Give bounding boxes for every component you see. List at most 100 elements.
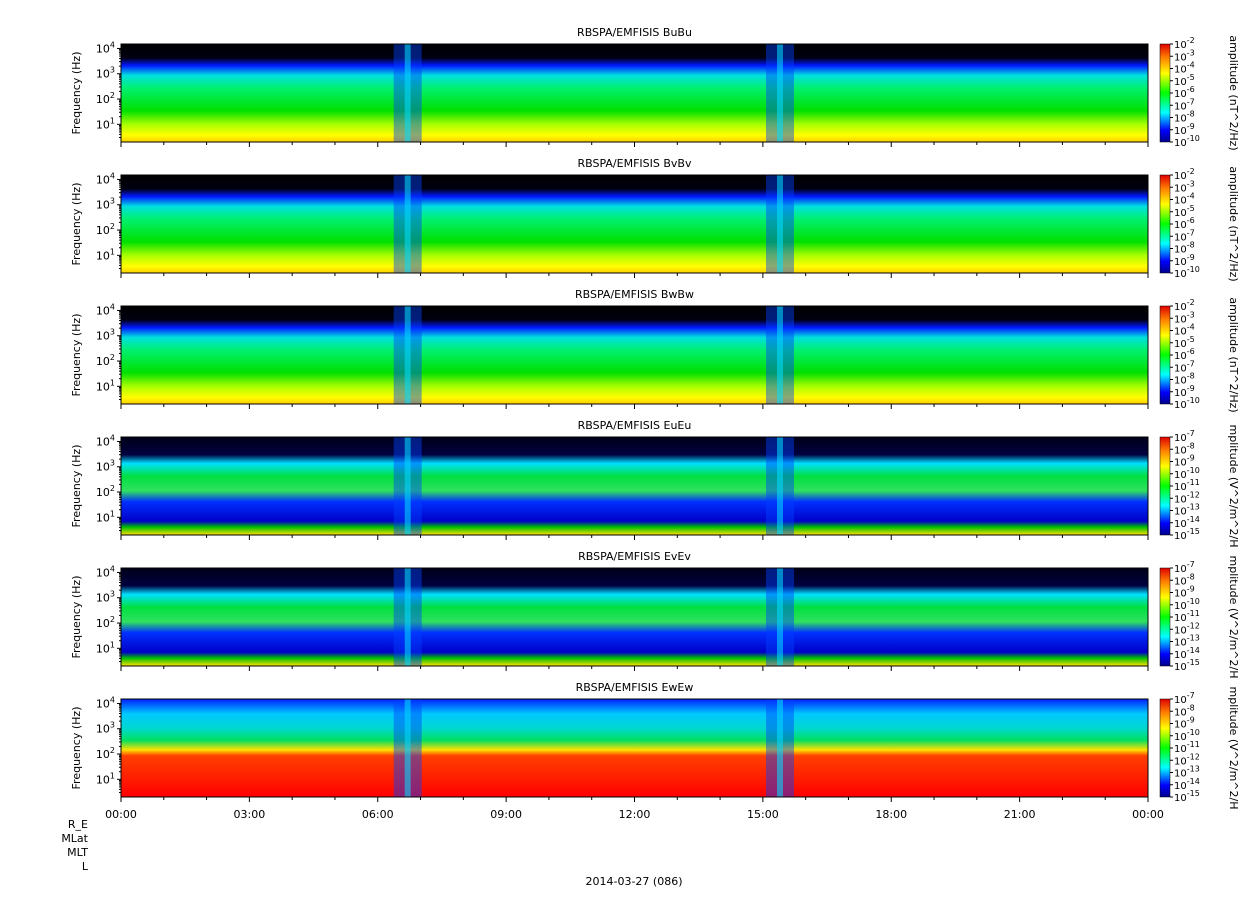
y-axis-label: Frequency (Hz) [70,707,83,790]
colorbar-tick-label: 10-11 [1174,609,1200,624]
colorbar-tick-label: 10-2 [1174,298,1195,313]
colorbar-tick-label: 10-5 [1174,73,1195,88]
colorbar-tick-label: 10-9 [1174,716,1195,731]
colorbar-tick-label: 10-9 [1174,384,1195,399]
x-tick-label: 18:00 [875,808,907,821]
colorbar-tick-label: 10-6 [1174,216,1195,231]
colorbar-tick-label: 10-15 [1174,658,1200,673]
colorbar-tick-label: 10-12 [1174,752,1200,767]
y-tick-label: 104 [96,40,115,55]
colorbar-tick-label: 10-10 [1174,466,1200,481]
x-tick-label: 06:00 [362,808,394,821]
colorbar-tick-label: 10-15 [1174,789,1200,804]
spectrogram-image [121,437,1148,535]
y-axis-label: Frequency (Hz) [70,576,83,659]
colorbar-label: mplitude (V^2/m^2/H [1227,556,1240,679]
colorbar-tick-label: 10-11 [1174,478,1200,493]
y-tick-label: 103 [96,590,115,605]
colorbar [1159,436,1171,536]
colorbar-tick-label: 10-8 [1174,572,1195,587]
colorbar-tick-label: 10-4 [1174,323,1195,338]
y-tick-label: 101 [96,116,115,131]
spectrogram-image [121,175,1148,273]
ephem-label-l: L [82,860,89,873]
y-tick-label: 101 [96,509,115,524]
x-tick-label: 12:00 [619,808,651,821]
colorbar-tick-label: 10-13 [1174,634,1200,649]
y-tick-label: 103 [96,66,115,81]
colorbar-tick-label: 10-13 [1174,765,1200,780]
y-axis-label: Frequency (Hz) [70,52,83,135]
burst-core [404,44,411,142]
y-tick-label: 102 [96,222,115,237]
panel-4: RBSPA/EMFISIS EuEu 101 102 103 104 Frequency … [70,419,1240,548]
x-tick-label: 21:00 [1004,808,1036,821]
burst-core [776,175,783,273]
y-axis-label: Frequency (Hz) [70,445,83,528]
burst-core [404,699,411,797]
x-tick-label: 15:00 [747,808,779,821]
y-tick-label: 102 [96,615,115,630]
x-tick-label: 09:00 [490,808,522,821]
colorbar-tick-label: 10-3 [1174,310,1195,325]
colorbar-tick-label: 10-4 [1174,61,1195,76]
colorbar-tick-label: 10-8 [1174,703,1195,718]
colorbar-tick-label: 10-7 [1174,228,1195,243]
y-axis-label: Frequency (Hz) [70,183,83,266]
panel-1: RBSPA/EMFISIS BuBu 101 102 103 104 Frequency … [70,26,1240,151]
panel-3: RBSPA/EMFISIS BwBw 101 102 103 104 Frequency … [70,288,1240,413]
y-tick-label: 104 [96,433,115,448]
y-tick-label: 101 [96,378,115,393]
panel-2: RBSPA/EMFISIS BvBv 101 102 103 104 Frequency … [70,157,1240,282]
colorbar-tick-label: 10-9 [1174,122,1195,137]
colorbar-tick-label: 10-3 [1174,179,1195,194]
spectrogram-image [121,44,1148,142]
burst-core [404,568,411,666]
y-tick-label: 103 [96,197,115,212]
colorbar-tick-label: 10-9 [1174,253,1195,268]
y-tick-label: 103 [96,459,115,474]
colorbar-tick-label: 10-3 [1174,48,1195,63]
colorbar-tick-label: 10-10 [1174,265,1200,280]
y-tick-label: 102 [96,746,115,761]
colorbar-tick-label: 10-8 [1174,441,1195,456]
colorbar-tick-label: 10-11 [1174,740,1200,755]
colorbar [1159,174,1171,274]
panel-title: RBSPA/EMFISIS BvBv [578,157,692,170]
burst-core [404,175,411,273]
y-tick-label: 102 [96,484,115,499]
colorbar-tick-label: 10-10 [1174,728,1200,743]
colorbar-tick-label: 10-10 [1174,134,1200,149]
y-tick-label: 104 [96,302,115,317]
y-tick-label: 101 [96,247,115,262]
date-label: 2014-03-27 (086) [585,875,682,888]
colorbar-tick-label: 10-12 [1174,490,1200,505]
colorbar-tick-label: 10-14 [1174,515,1200,530]
colorbar-tick-label: 10-12 [1174,621,1200,636]
x-tick-label: 00:00 [1132,808,1164,821]
y-tick-label: 101 [96,640,115,655]
x-tick-label: 03:00 [234,808,266,821]
ephem-label-re: R_E [68,818,88,831]
colorbar-tick-label: 10-7 [1174,429,1195,444]
colorbar-tick-label: 10-4 [1174,192,1195,207]
colorbar-tick-label: 10-8 [1174,110,1195,125]
colorbar [1159,43,1171,143]
panel-6: RBSPA/EMFISIS EwEw 101 102 103 104 Frequency … [70,681,1240,821]
colorbar-label: amplitude (nT^2/Hz) [1227,297,1240,412]
burst-core [404,437,411,535]
colorbar-tick-label: 10-2 [1174,36,1195,51]
y-tick-label: 103 [96,328,115,343]
colorbar [1159,567,1171,667]
burst-core [776,306,783,404]
burst-core [776,568,783,666]
ephem-label-mlat: MLat [61,832,88,845]
y-tick-label: 103 [96,721,115,736]
colorbar [1159,698,1171,798]
colorbar-tick-label: 10-5 [1174,204,1195,219]
colorbar-tick-label: 10-5 [1174,335,1195,350]
colorbar-tick-label: 10-13 [1174,503,1200,518]
colorbar-tick-label: 10-7 [1174,359,1195,374]
colorbar-tick-label: 10-10 [1174,396,1200,411]
burst-core [776,44,783,142]
